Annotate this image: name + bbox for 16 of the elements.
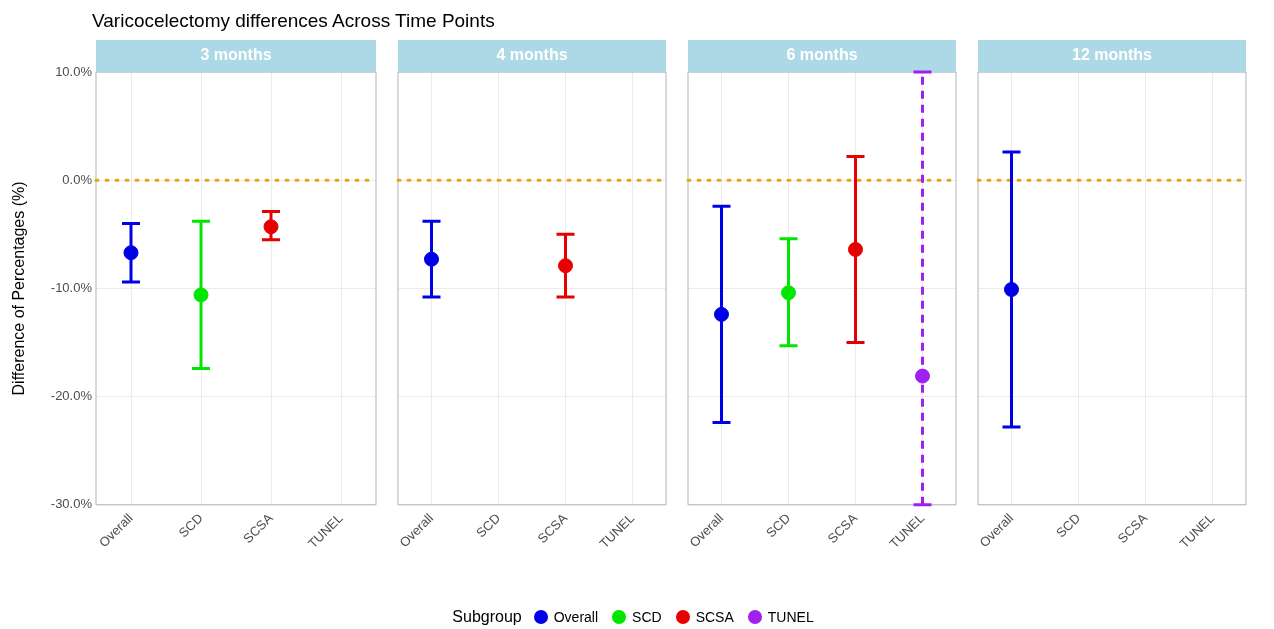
y-tick-label: 10.0%: [55, 63, 93, 79]
y-tick-label: -10.0%: [50, 279, 93, 295]
legend-label: Overall: [553, 609, 599, 625]
legend-label: TUNEL: [767, 609, 814, 625]
legend-title: Subgroup: [452, 608, 522, 626]
chart-subtitle: 4 months: [496, 46, 568, 64]
y-tick-label: -20.0%: [50, 388, 93, 404]
y-tick-label: 0.0%: [62, 171, 93, 187]
chart-subtitle: 3 months: [200, 46, 272, 64]
legend-label: SCSA: [695, 609, 734, 625]
chart-title: Varicocelectomy differences Across Time Points: [91, 9, 496, 33]
y-tick-label: -30.0%: [50, 496, 93, 512]
y-axis-title: Difference of Percentages (%): [10, 181, 28, 396]
legend-label: SCD: [632, 609, 662, 625]
chart-subtitle: 12 months: [1071, 46, 1153, 64]
chart-subtitle: 6 months: [786, 46, 858, 64]
